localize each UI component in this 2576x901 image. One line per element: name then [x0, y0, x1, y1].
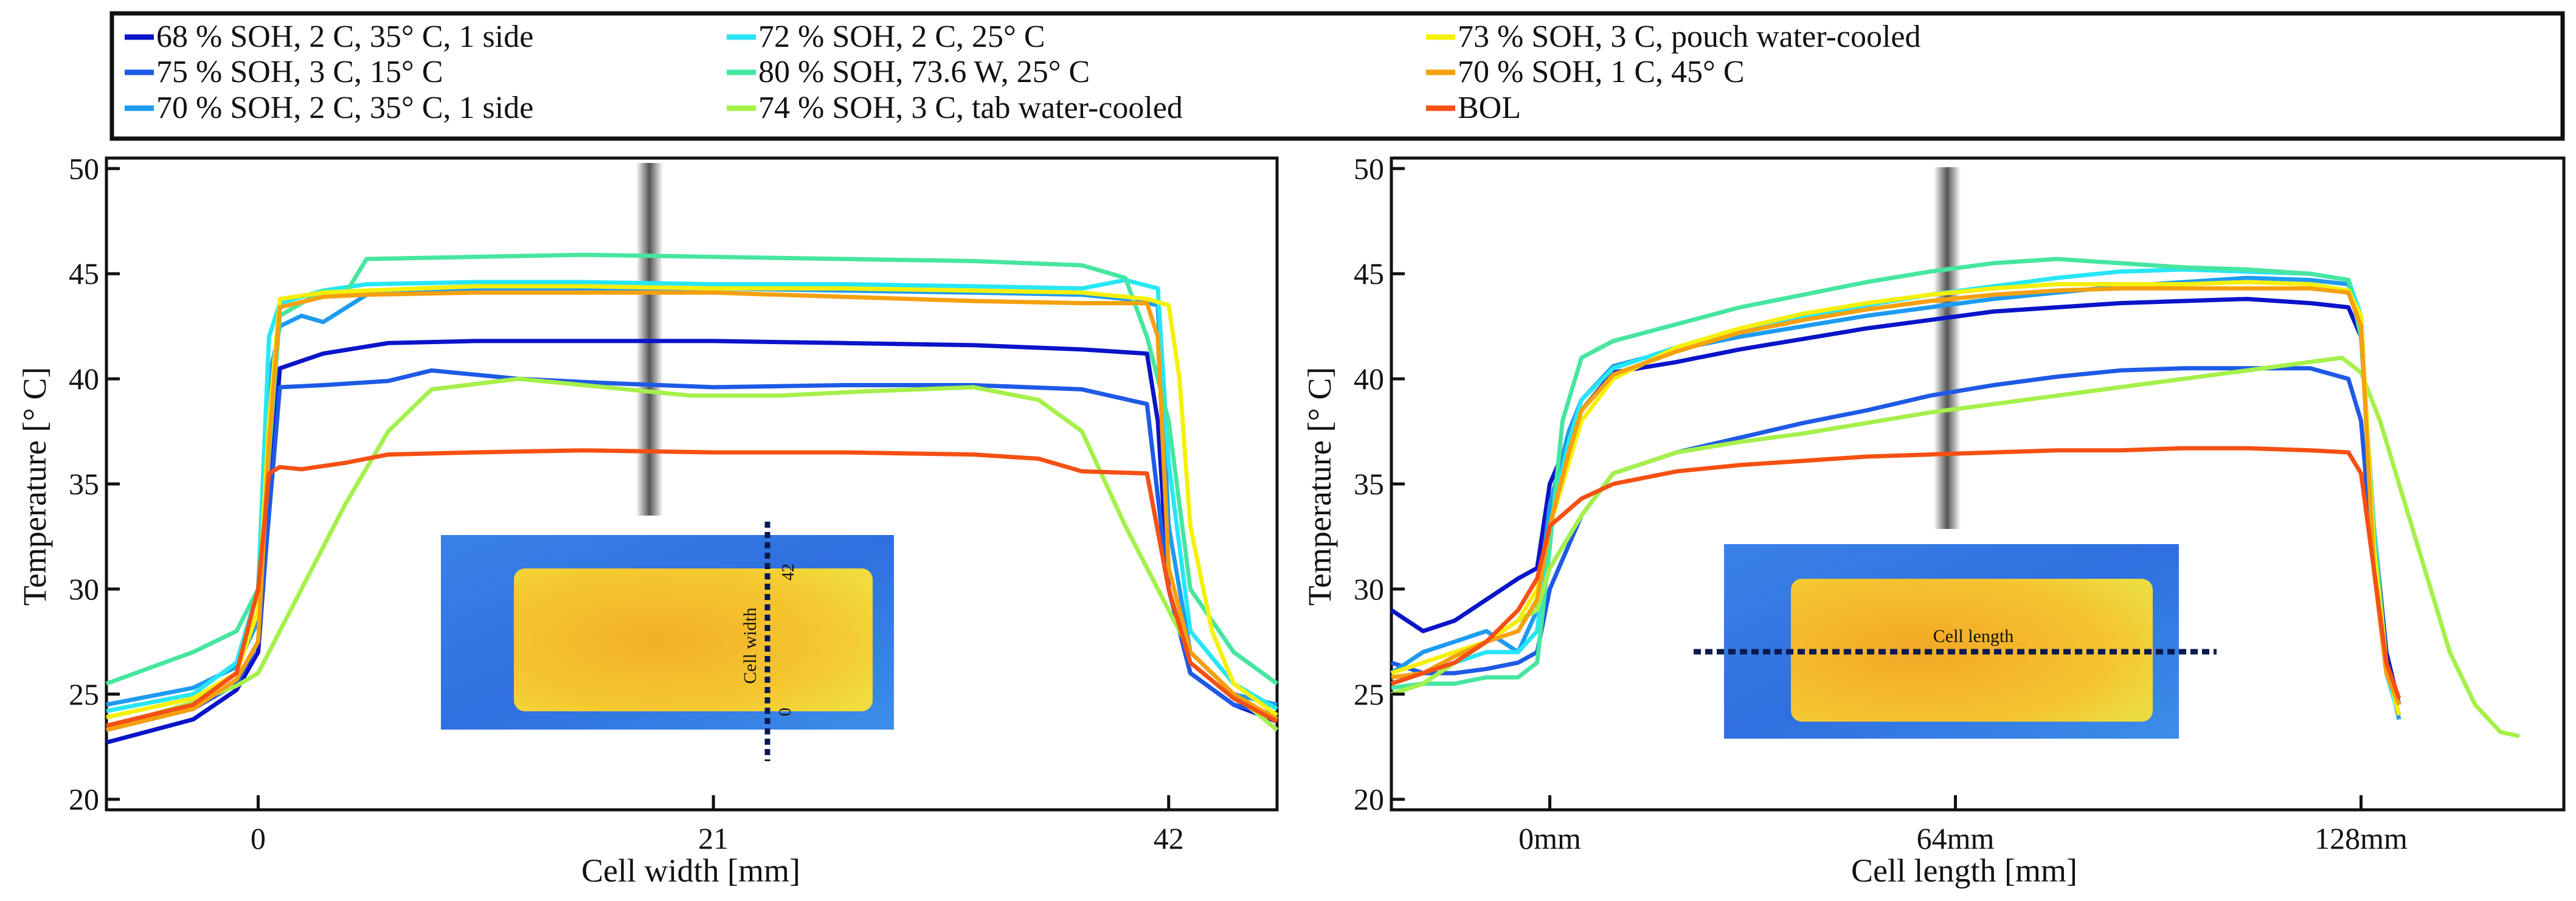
series-group-right: [1390, 257, 2520, 739]
slit-marker-right: [1934, 167, 1961, 529]
legend-entry: 72 % SOH, 2 C, 25° C: [727, 19, 1045, 54]
inset-annotation-left: Cell width: [740, 607, 760, 684]
y-tick-label: 25: [1354, 677, 1384, 711]
series-line: [1390, 446, 2401, 699]
legend-label: 74 % SOH, 3 C, tab water-cooled: [758, 91, 1183, 125]
inset-annotation-right: Cell length: [1933, 626, 2013, 646]
y-tick-label: 40: [1354, 362, 1384, 396]
legend-entry: BOL: [1426, 91, 1521, 125]
y-tick-label: 30: [69, 572, 99, 606]
y-tick-label: 50: [69, 151, 99, 185]
y-tick-label: 20: [69, 782, 99, 816]
thermal-inset-left: Cell width 0 42: [441, 522, 894, 761]
legend-entry: 75 % SOH, 3 C, 15° C: [125, 55, 443, 89]
legend-label: 68 % SOH, 2 C, 35° C, 1 side: [156, 19, 533, 54]
y-axis-label-right: Temperature [° C]: [1301, 367, 1338, 606]
inset-cell: [514, 568, 873, 711]
legend-entry: 80 % SOH, 73.6 W, 25° C: [727, 55, 1090, 89]
y-tick-label: 40: [69, 362, 99, 396]
y-tick-label: 35: [69, 467, 99, 501]
chart-right: 20 25 30 35 40 45 50 0mm 64mm 128mm Cell length C…: [1301, 151, 2566, 889]
legend-label: 75 % SOH, 3 C, 15° C: [156, 55, 443, 89]
legend-entry: 73 % SOH, 3 C, pouch water-cooled: [1426, 19, 1920, 54]
y-tick-label: 45: [69, 257, 99, 291]
legend-entry: 74 % SOH, 3 C, tab water-cooled: [727, 91, 1183, 125]
legend-label: 80 % SOH, 73.6 W, 25° C: [758, 55, 1090, 89]
y-tick-label: 35: [1354, 467, 1384, 501]
series-line: [1391, 286, 2401, 706]
axes-right: 20 25 30 35 40 45 50 0mm 64mm 128mm: [1354, 151, 2408, 855]
y-tick-label: 50: [1354, 151, 1384, 185]
y-axis-label-left: Temperature [° C]: [16, 367, 53, 606]
x-tick-label: 21: [698, 821, 729, 855]
y-tick-label: 45: [1354, 257, 1384, 291]
series-line: [1390, 275, 2401, 720]
x-tick-label: 0: [251, 821, 266, 855]
series-line: [106, 376, 1279, 732]
x-axis-label-left: Cell width [mm]: [581, 852, 800, 889]
series-line: [106, 448, 1278, 728]
axes-left: 20 25 30 35 40 45 50 0 21 42: [69, 151, 1184, 855]
series-group-left: [105, 252, 1279, 745]
x-tick-label: 42: [1154, 821, 1184, 855]
x-tick-label: 64mm: [1917, 821, 1995, 855]
legend-label: 70 % SOH, 1 C, 45° C: [1458, 55, 1745, 89]
legend-label: 72 % SOH, 2 C, 25° C: [758, 19, 1045, 54]
series-line: [1391, 257, 2401, 716]
series-line: [106, 290, 1278, 733]
inset-scale-start: 0: [776, 708, 795, 716]
series-line: [1390, 280, 2401, 716]
legend-label: 73 % SOH, 3 C, pouch water-cooled: [1458, 19, 1920, 54]
legend-entry: 70 % SOH, 1 C, 45° C: [1426, 55, 1745, 89]
thermal-inset-right: Cell length: [1694, 544, 2217, 739]
x-axis-label-right: Cell length [mm]: [1851, 852, 2077, 889]
inset-scale-end: 42: [779, 564, 798, 581]
legend-entry: 68 % SOH, 2 C, 35° C, 1 side: [125, 19, 533, 54]
legend-label: BOL: [1458, 91, 1521, 125]
legend-entry: 70 % SOH, 2 C, 35° C, 1 side: [125, 91, 533, 125]
series-line: [1390, 297, 2401, 705]
y-tick-label: 30: [1354, 572, 1384, 606]
y-tick-label: 20: [1354, 782, 1384, 816]
legend-label: 70 % SOH, 2 C, 35° C, 1 side: [156, 91, 533, 125]
chart-left: 20 25 30 35 40 45 50 0 21 42 Cell width 0 42 Cell…: [16, 151, 1279, 889]
x-tick-label: 128mm: [2315, 821, 2408, 855]
x-tick-label: 0mm: [1518, 821, 1581, 855]
y-tick-label: 25: [69, 677, 99, 711]
series-line: [1390, 366, 2401, 716]
legend-box: [109, 11, 2565, 141]
